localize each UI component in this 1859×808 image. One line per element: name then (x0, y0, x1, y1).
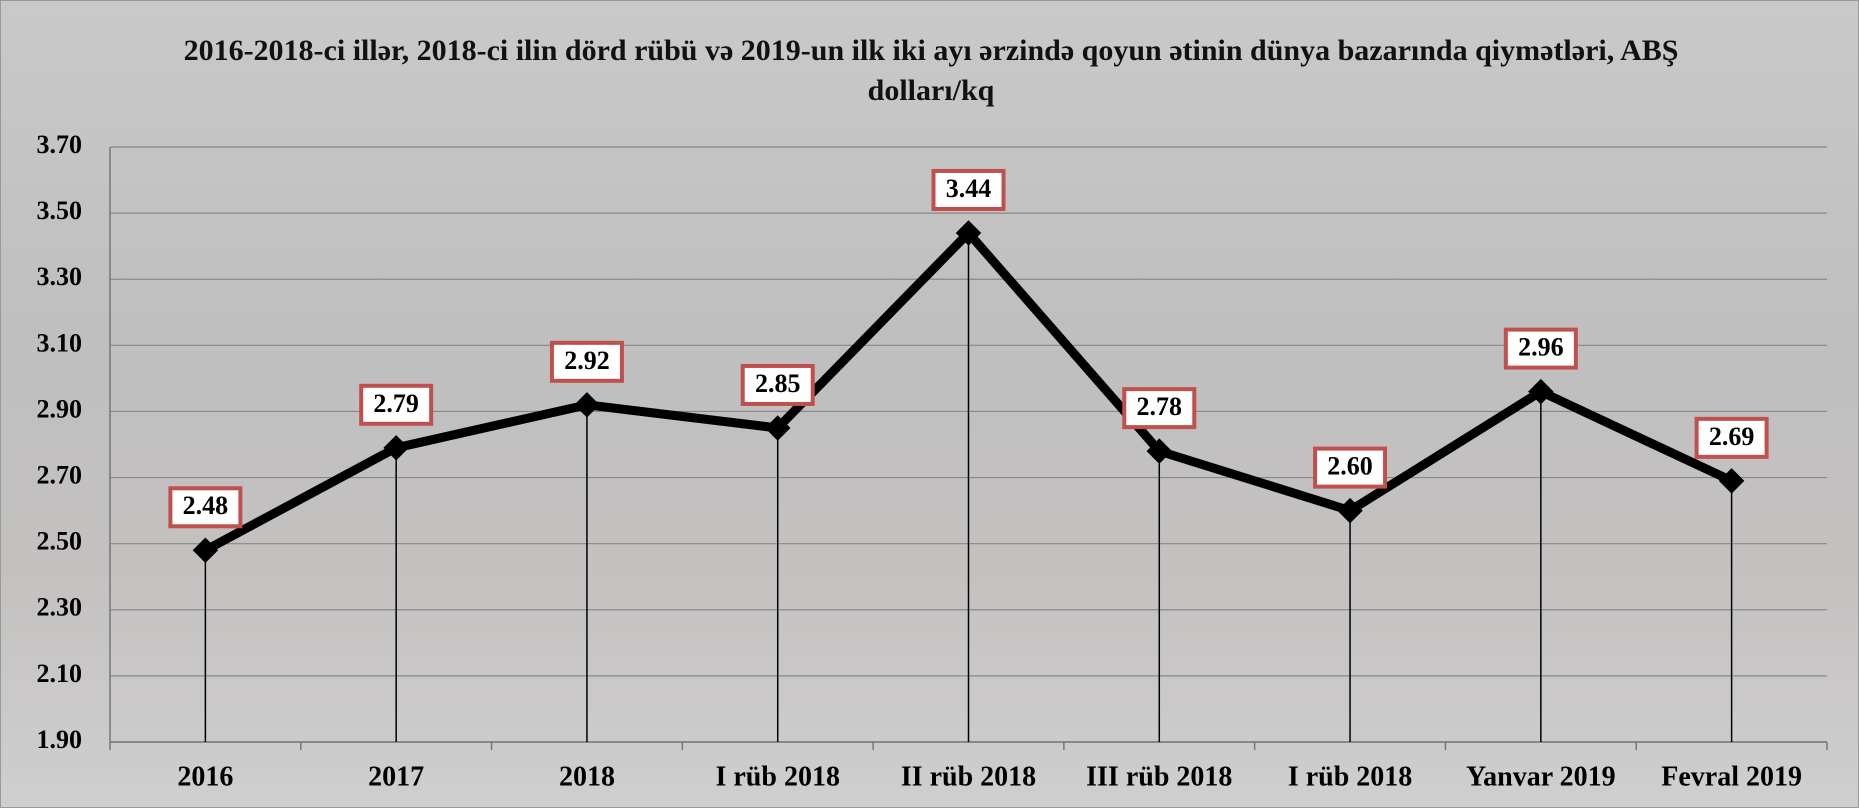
marker (764, 415, 791, 441)
data-label-box (1313, 446, 1388, 489)
marker (383, 435, 409, 461)
chart-title: 2016-2018-ci illər, 2018-ci ilin dörd rü… (183, 34, 1679, 107)
x-tick-label: II rüb 2018 (901, 761, 1036, 792)
x-tick-label: Yanvar 2019 (1466, 761, 1616, 792)
y-tick-label: 2.50 (37, 527, 83, 556)
data-label-box (740, 363, 815, 406)
y-tick-label: 3.50 (37, 196, 83, 225)
x-tick-label: III rüb 2018 (1086, 761, 1232, 792)
x-tick-label: I rüb 2018 (715, 761, 839, 792)
data-label-box (931, 168, 1006, 211)
data-label-box (1122, 387, 1197, 430)
data-label: 2.92 (564, 346, 610, 375)
marker (955, 220, 982, 246)
y-tick-label: 2.90 (37, 394, 83, 423)
marker (574, 392, 600, 418)
data-label: 3.44 (946, 174, 992, 203)
data-label: 2.48 (183, 491, 229, 520)
y-tick-label: 3.30 (37, 262, 83, 291)
y-tick-label: 2.70 (37, 461, 83, 490)
x-tick-label: I rüb 2018 (1288, 761, 1412, 792)
data-label: 2.79 (373, 389, 419, 418)
y-tick-label: 2.30 (37, 593, 83, 622)
data-label: 2.85 (755, 369, 801, 398)
x-tick-label: 2018 (559, 761, 615, 792)
x-tick-label: 2017 (368, 761, 424, 792)
y-tick-label: 3.70 (37, 130, 83, 159)
data-label-box (168, 486, 243, 529)
y-tick-label: 1.90 (37, 725, 83, 754)
y-tick-label: 2.10 (37, 659, 83, 688)
data-label-box (1694, 416, 1769, 459)
x-tick-label: Fevral 2019 (1661, 761, 1802, 792)
data-label-box (549, 340, 624, 383)
data-label: 2.69 (1709, 422, 1755, 451)
x-tick-label: 2016 (177, 761, 233, 792)
data-label: 2.96 (1518, 333, 1564, 362)
data-label: 2.60 (1327, 452, 1373, 481)
data-label-box (359, 383, 434, 426)
y-tick-label: 3.10 (37, 328, 83, 357)
marker (192, 537, 219, 564)
data-label: 2.78 (1137, 392, 1183, 421)
data-label-box (1503, 327, 1578, 370)
